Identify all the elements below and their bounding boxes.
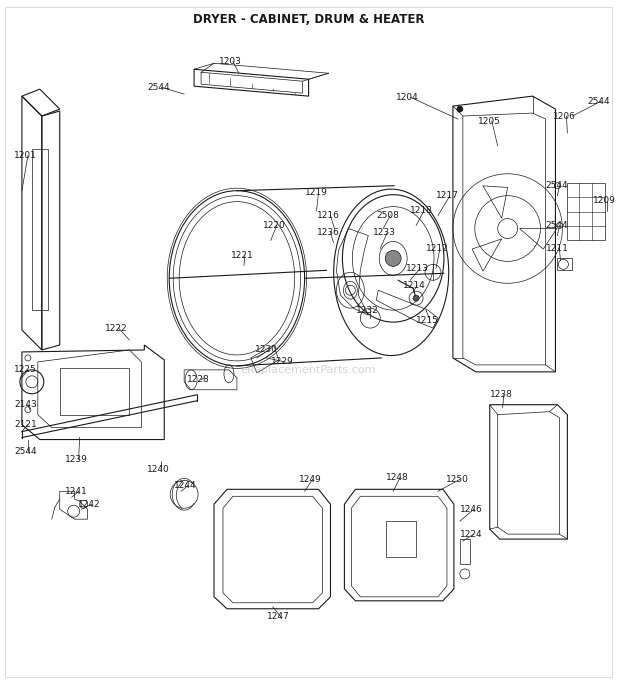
Text: 1225: 1225 bbox=[14, 365, 37, 374]
Circle shape bbox=[385, 250, 401, 266]
Text: 1204: 1204 bbox=[396, 92, 419, 102]
Text: 1222: 1222 bbox=[105, 324, 127, 332]
Text: 1205: 1205 bbox=[478, 116, 501, 126]
Text: 1242: 1242 bbox=[78, 500, 100, 509]
Text: 1209: 1209 bbox=[593, 196, 616, 205]
Text: 1238: 1238 bbox=[490, 391, 513, 399]
Circle shape bbox=[413, 295, 419, 301]
Text: 2121: 2121 bbox=[14, 420, 37, 429]
Circle shape bbox=[457, 106, 463, 112]
Text: 1203: 1203 bbox=[219, 57, 242, 66]
Text: 2143: 2143 bbox=[14, 400, 37, 409]
Text: 1228: 1228 bbox=[187, 376, 210, 384]
Text: 1250: 1250 bbox=[446, 475, 469, 484]
Text: 2544: 2544 bbox=[148, 83, 170, 92]
Text: 1201: 1201 bbox=[14, 151, 37, 160]
Text: 1230: 1230 bbox=[255, 345, 278, 354]
Text: 2544: 2544 bbox=[587, 96, 610, 105]
Text: 1241: 1241 bbox=[64, 487, 87, 496]
Text: 1221: 1221 bbox=[231, 251, 254, 260]
Text: 1212: 1212 bbox=[426, 244, 449, 253]
Text: 2508: 2508 bbox=[376, 211, 399, 220]
Text: 1213: 1213 bbox=[406, 264, 429, 273]
Text: 1211: 1211 bbox=[546, 244, 569, 253]
Text: 1218: 1218 bbox=[410, 206, 433, 215]
Text: 1216: 1216 bbox=[317, 211, 339, 220]
Text: 1219: 1219 bbox=[304, 188, 327, 197]
Text: 2544: 2544 bbox=[546, 221, 568, 230]
Text: 1236: 1236 bbox=[317, 228, 339, 237]
Text: 1217: 1217 bbox=[436, 191, 459, 200]
Text: 1233: 1233 bbox=[373, 228, 396, 237]
Text: 1206: 1206 bbox=[552, 111, 575, 120]
Text: 1229: 1229 bbox=[271, 358, 293, 367]
Text: 1247: 1247 bbox=[267, 612, 290, 621]
Text: 2544: 2544 bbox=[546, 181, 568, 190]
Text: 1246: 1246 bbox=[460, 505, 482, 514]
Text: 1215: 1215 bbox=[416, 315, 439, 325]
Text: 2544: 2544 bbox=[14, 447, 37, 456]
Text: 1248: 1248 bbox=[386, 473, 409, 482]
Text: 1249: 1249 bbox=[299, 475, 321, 484]
Text: eReplacementParts.com: eReplacementParts.com bbox=[241, 365, 376, 375]
Text: 1232: 1232 bbox=[356, 306, 379, 315]
Text: 1244: 1244 bbox=[174, 481, 197, 490]
Text: 1224: 1224 bbox=[460, 529, 482, 538]
Text: DRYER - CABINET, DRUM & HEATER: DRYER - CABINET, DRUM & HEATER bbox=[193, 13, 424, 26]
Text: 1220: 1220 bbox=[263, 221, 286, 230]
Text: 1239: 1239 bbox=[64, 455, 87, 464]
Text: 1240: 1240 bbox=[148, 465, 170, 474]
Text: 1214: 1214 bbox=[403, 280, 426, 290]
